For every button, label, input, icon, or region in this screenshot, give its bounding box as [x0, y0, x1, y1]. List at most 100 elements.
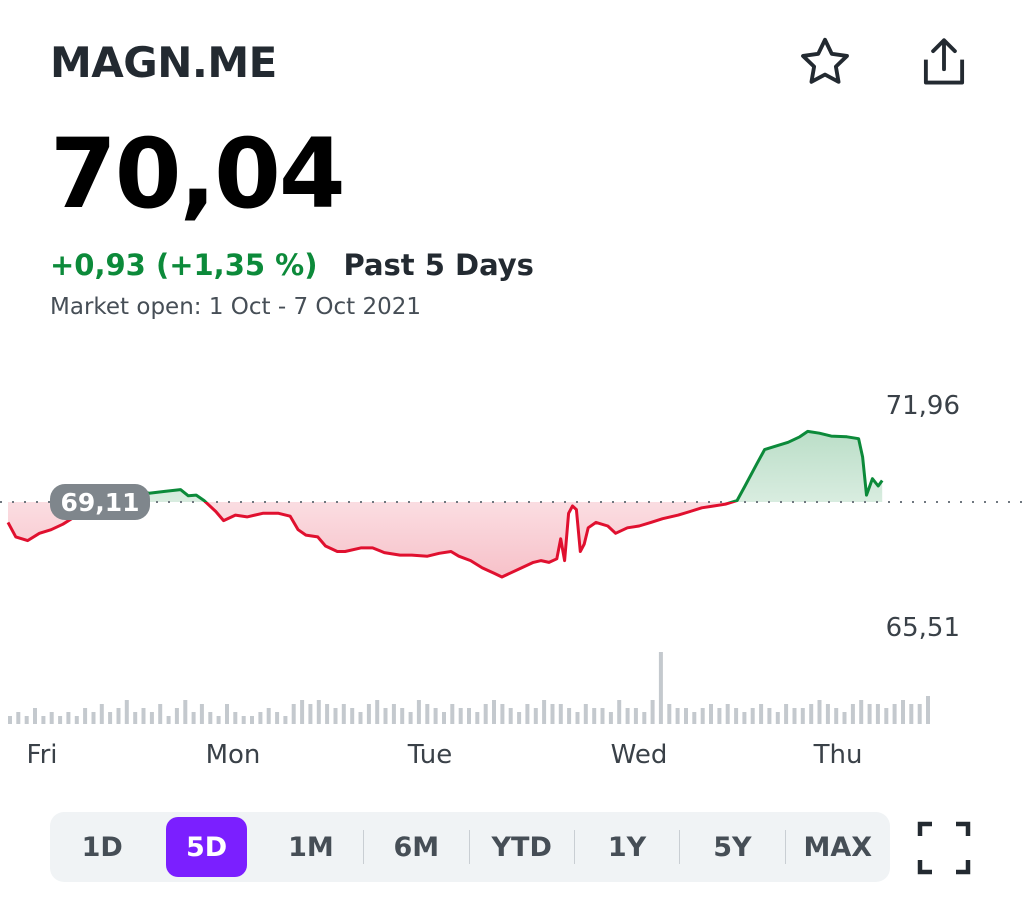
volume-bar: [174, 708, 179, 724]
volume-bar: [149, 712, 154, 724]
volume-bar: [784, 704, 789, 724]
volume-bar: [141, 708, 146, 724]
volume-bar: [725, 704, 730, 724]
range-button-5d[interactable]: 5D: [154, 812, 258, 882]
volume-bar: [350, 708, 355, 724]
volume-bar: [133, 712, 138, 724]
range-button-ytd[interactable]: YTD: [470, 812, 574, 882]
range-separator: [679, 830, 681, 864]
share-icon: [923, 38, 965, 85]
volume-bar: [425, 704, 430, 724]
price-chart[interactable]: 69,11 71,96 65,51 Fri Mon Tue Wed Thu: [0, 360, 1024, 780]
volume-bar: [692, 712, 697, 724]
volume-bar: [99, 704, 104, 724]
volume-bar: [508, 708, 513, 724]
range-button-5y[interactable]: 5Y: [680, 812, 784, 882]
volume-bar: [375, 700, 380, 724]
range-button-1d[interactable]: 1D: [50, 812, 154, 882]
volume-bar: [583, 704, 588, 724]
volume-bar: [884, 708, 889, 724]
x-tick-label: Tue: [407, 740, 452, 770]
reference-label: 69,11: [60, 488, 139, 517]
volume-bar: [592, 708, 597, 724]
volume-bar: [58, 716, 63, 724]
range-separator: [363, 830, 365, 864]
x-axis: Fri Mon Tue Wed Thu: [27, 740, 863, 770]
range-button-max[interactable]: MAX: [786, 812, 890, 882]
volume-bar: [250, 716, 254, 724]
range-button-label: 5Y: [713, 831, 752, 863]
range-button-1y[interactable]: 1Y: [575, 812, 679, 882]
volume-bar: [867, 704, 872, 724]
volume-bar: [258, 712, 263, 724]
volume-bar: [558, 704, 563, 724]
range-button-label: 1Y: [607, 831, 647, 863]
volume-bar: [892, 704, 897, 724]
volume-bar: [166, 716, 171, 724]
volume-bar: [300, 700, 305, 724]
volume-bar: [241, 716, 246, 724]
volume-bar: [684, 708, 688, 724]
range-button-label: YTD: [491, 831, 552, 863]
volume-bar: [191, 712, 196, 724]
volume-bar: [341, 704, 346, 724]
ticker-symbol: MAGN.ME: [50, 38, 277, 87]
volume-bar: [83, 708, 88, 724]
x-tick-label: Fri: [27, 740, 58, 770]
volume-bar: [41, 716, 46, 724]
x-tick-label: Thu: [813, 740, 863, 770]
range-selector: 1D 5D 1M 6M YTD 1Y 5Y MAX: [50, 812, 890, 882]
volume-bar: [617, 700, 622, 724]
fullscreen-button[interactable]: [912, 816, 976, 880]
volume-bar: [850, 704, 855, 724]
volume-bar: [433, 708, 438, 724]
range-button-6m[interactable]: 6M: [364, 812, 468, 882]
volume-bar: [383, 708, 388, 724]
volume-bar: [467, 708, 471, 724]
volume-bar: [825, 704, 830, 724]
volume-bar: [709, 704, 713, 724]
volume-bar: [483, 704, 488, 724]
volume-bar: [124, 700, 129, 724]
volume-bar: [442, 712, 446, 724]
volume-bar: [199, 704, 204, 724]
area-below-reference: [8, 502, 883, 577]
volume-bar: [49, 712, 54, 724]
volume-bar: [316, 700, 321, 724]
volume-bar: [158, 704, 163, 724]
watchlist-star-button[interactable]: [793, 30, 857, 94]
volume-bar: [266, 708, 271, 724]
volume-bar: [108, 712, 113, 724]
high-label: 71,96: [886, 391, 960, 421]
price-line-below: [6, 502, 738, 579]
volume-bar: [926, 696, 930, 724]
volume-bar: [542, 700, 547, 724]
volume-bar: [366, 704, 371, 724]
price-change: +0,93 (+1,35 %): [50, 248, 318, 282]
volume-bar: [633, 708, 638, 724]
volume-bar: [567, 708, 572, 724]
range-button-label: 5D: [165, 817, 248, 877]
range-separator: [784, 830, 786, 864]
volume-bars: [8, 652, 930, 724]
volume-bar: [792, 708, 797, 724]
volume-bar: [517, 712, 522, 724]
volume-bar: [91, 712, 96, 724]
volume-bar: [500, 704, 505, 724]
volume-bar: [875, 704, 880, 724]
volume-bar: [8, 716, 12, 724]
volume-bar: [116, 708, 121, 724]
volume-bar: [642, 712, 647, 724]
volume-bar: [759, 704, 764, 724]
volume-bar: [416, 700, 421, 724]
x-tick-label: Mon: [206, 740, 261, 770]
range-button-1m[interactable]: 1M: [259, 812, 363, 882]
volume-bar: [834, 708, 839, 724]
x-tick-label: Wed: [611, 740, 668, 770]
volume-bar: [24, 716, 29, 724]
low-label: 65,51: [886, 613, 960, 643]
volume-bar: [717, 708, 722, 724]
share-button[interactable]: [912, 30, 976, 94]
volume-bar: [809, 704, 814, 724]
volume-bar: [391, 704, 396, 724]
